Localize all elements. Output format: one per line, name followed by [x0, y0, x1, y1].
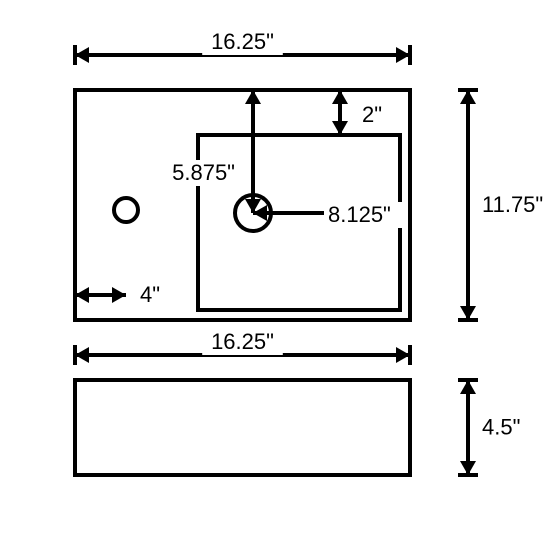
- dim-label: 4.5": [482, 415, 520, 440]
- arrow-head-icon: [396, 47, 410, 63]
- dim-label: 11.75": [482, 192, 543, 217]
- dim-label: 16.25": [211, 329, 274, 354]
- arrow-head-icon: [245, 90, 261, 104]
- arrow-head-icon: [112, 287, 126, 303]
- arrow-head-icon: [396, 347, 410, 363]
- dim-label: 2": [362, 102, 382, 127]
- arrow-head-icon: [460, 306, 476, 320]
- arrow-head-icon: [460, 380, 476, 394]
- arrow-head-icon: [75, 287, 89, 303]
- arrow-head-icon: [460, 90, 476, 104]
- arrow-head-icon: [460, 461, 476, 475]
- arrow-head-icon: [75, 347, 89, 363]
- dim-label: 4": [140, 282, 160, 307]
- faucet-hole: [114, 198, 138, 222]
- side-view-outer: [75, 380, 410, 475]
- arrow-head-icon: [332, 121, 348, 135]
- dim-label: 8.125": [328, 202, 391, 227]
- dim-label: 5.875": [172, 160, 235, 185]
- dim-label: 16.25": [211, 29, 274, 54]
- arrow-head-icon: [75, 47, 89, 63]
- technical-drawing: 16.25" 11.75" 2" 5.875" 8.125" 4" 16.25" 4.5": [0, 0, 550, 550]
- arrow-head-icon: [332, 90, 348, 104]
